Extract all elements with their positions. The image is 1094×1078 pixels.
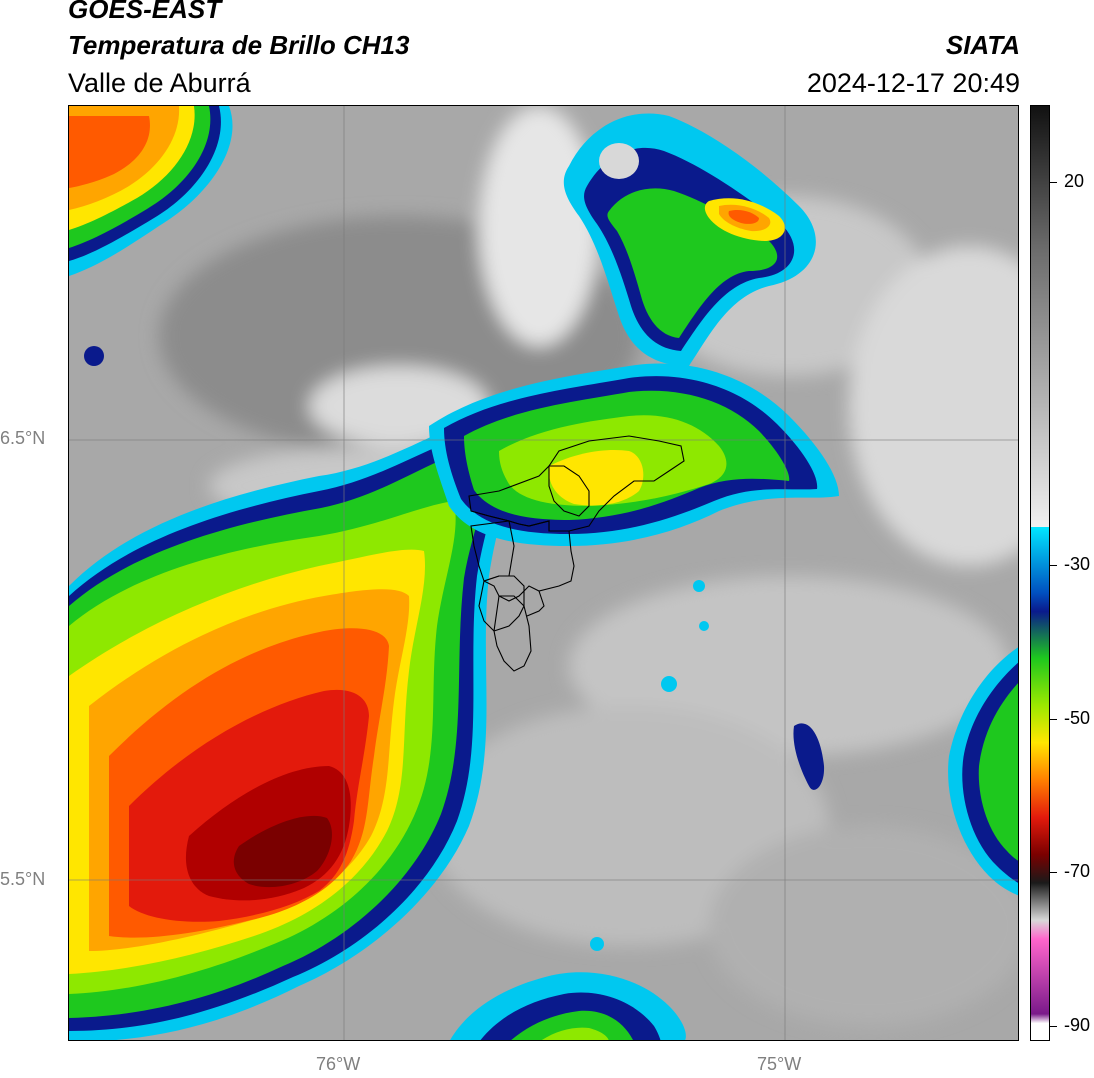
map-gridlines: [69, 106, 1018, 1040]
colorbar-tick: [1050, 872, 1057, 874]
colorbar-tick-label: -50: [1064, 707, 1091, 728]
y-tick-label: 5.5°N: [0, 869, 46, 889]
x-tick-label: 76°W: [316, 1054, 361, 1074]
colorbar-tick-label: 20: [1064, 170, 1085, 191]
cloud-northeast: [563, 113, 816, 366]
region-label: Valle de Aburrá: [68, 68, 251, 98]
cloud-mass-southwest: [69, 406, 516, 1040]
colorbar-tick-label: -70: [1064, 861, 1091, 882]
colorbar-tick: [1050, 718, 1057, 720]
cloud-south: [450, 937, 686, 1040]
colorbar-tick: [1050, 181, 1057, 183]
chart-title: GOES-EAST: [68, 0, 222, 24]
cloud-northwest: [69, 106, 233, 366]
colorbar-tick: [1050, 1025, 1057, 1027]
small-cloud-cells: [661, 580, 709, 692]
satellite-map: [68, 105, 1019, 1041]
brightness-temperature-field: [69, 106, 1018, 1040]
y-tick-label: 6.5°N: [0, 428, 46, 448]
cloud-band-central: [429, 363, 839, 546]
colorbar: [1030, 105, 1050, 1041]
colorbar-tick-label: -90: [1064, 1014, 1091, 1035]
municipality-boundaries: [468, 435, 685, 672]
cloud-east: [793, 647, 1018, 896]
colorbar-gradient: [1031, 106, 1049, 1040]
x-tick-label: 75°W: [757, 1054, 802, 1074]
colorbar-tick: [1050, 565, 1057, 567]
organization-label: SIATA: [945, 30, 1020, 60]
colorbar-tick-label: -30: [1064, 554, 1091, 575]
chart-subtitle: Temperatura de Brillo CH13: [68, 30, 410, 60]
timestamp-label: 2024-12-17 20:49: [806, 68, 1020, 98]
